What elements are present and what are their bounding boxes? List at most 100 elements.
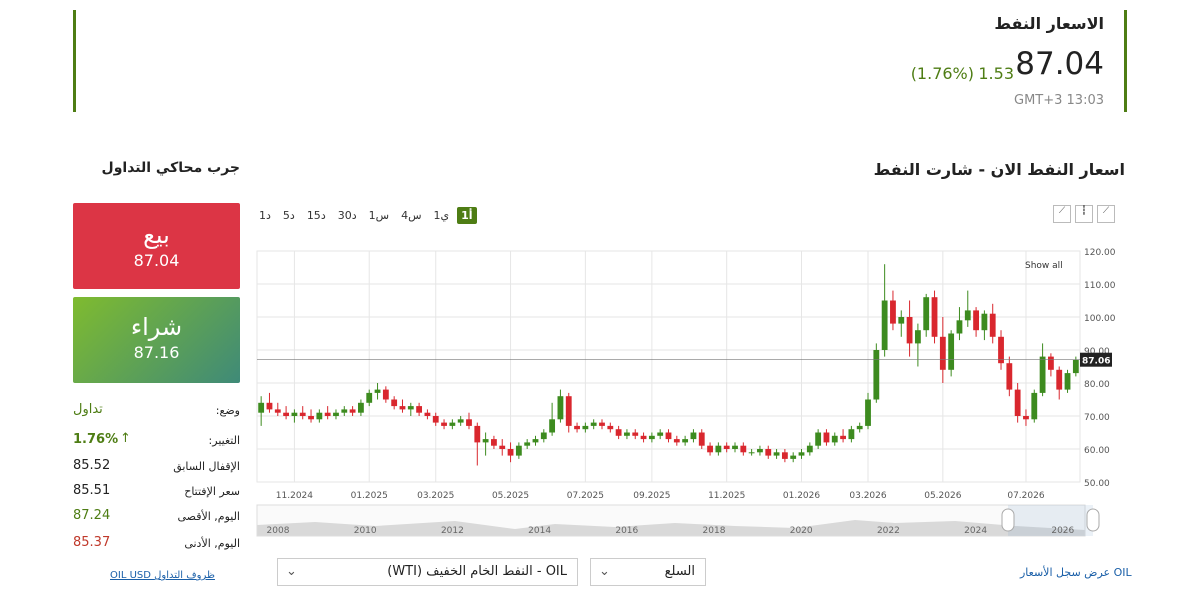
candle-body <box>732 445 738 449</box>
y-tick-label: 70.00 <box>1084 413 1110 423</box>
last-price-label: 87.06 <box>1082 357 1110 367</box>
candle-body <box>657 432 664 436</box>
candle-body <box>1023 416 1029 420</box>
trading-conditions-link[interactable]: OIL USD ظروف التداول <box>110 570 215 581</box>
candle-body <box>806 445 813 453</box>
navigator-handle[interactable] <box>1001 508 1015 532</box>
sell-label: بيع <box>143 221 170 249</box>
period-button[interactable]: 4س <box>401 209 422 222</box>
x-tick-label: 01.2026 <box>783 491 820 501</box>
navigator-year: 2014 <box>528 526 551 536</box>
candle-body <box>341 409 348 413</box>
candle-body <box>865 399 871 426</box>
stat-label: اليوم, الأقصى <box>177 510 240 523</box>
x-tick-label: 05.2026 <box>924 491 961 501</box>
candle-body <box>515 445 522 456</box>
stat-value: 85.52 <box>73 458 111 473</box>
candle-body <box>582 425 589 430</box>
period-button[interactable]: 5د <box>282 209 295 222</box>
candle-body <box>599 422 605 426</box>
candle-body <box>449 422 456 426</box>
price-history-link[interactable]: OIL عرض سجل الأسعار <box>1020 566 1132 579</box>
candle-body <box>673 439 680 443</box>
period-button[interactable]: 1ي <box>433 209 450 222</box>
sell-button[interactable]: بيع 87.04 <box>73 203 240 289</box>
y-tick-label: 60.00 <box>1084 446 1110 456</box>
navigator-year: 2008 <box>267 526 290 536</box>
chart-type-icons: ⟋ ┇ ⟋ <box>1053 205 1115 223</box>
y-tick-label: 80.00 <box>1084 380 1110 390</box>
candle-body <box>466 419 472 426</box>
candle-body <box>956 320 963 334</box>
navigator-year: 2024 <box>964 526 987 536</box>
candle-body <box>840 435 846 440</box>
period-button[interactable]: 1د <box>259 209 271 222</box>
x-tick-label: 07.2025 <box>567 491 604 501</box>
candle-body <box>981 313 988 331</box>
candle-body <box>798 452 805 456</box>
y-tick-label: 90.00 <box>1084 347 1110 357</box>
candle-body <box>781 452 788 459</box>
buy-label: شراء <box>130 313 183 341</box>
chevron: ⌄ <box>599 564 610 579</box>
instrument-select-text: OIL - النفط الخام الخفيف (WTI) <box>387 564 567 579</box>
candle-body <box>474 425 481 443</box>
candle-body <box>407 406 414 410</box>
candle-body <box>1064 373 1071 390</box>
icon-line[interactable]: ⟋ <box>1053 205 1071 223</box>
candle-body <box>723 445 730 449</box>
category-select[interactable]: السلع ⌄ <box>590 558 706 586</box>
candle-body <box>324 412 331 416</box>
candle-body <box>615 429 622 436</box>
candle-body <box>308 416 314 420</box>
stat-value: تداول <box>73 402 103 417</box>
candle-body <box>416 406 423 413</box>
period-button[interactable]: 1أ <box>457 207 477 224</box>
candle-body <box>624 432 630 436</box>
stat-label: الإقفال السابق <box>173 460 240 473</box>
candle-body <box>258 402 265 413</box>
y-tick-label: 110.00 <box>1084 281 1116 291</box>
candle-body <box>640 435 647 440</box>
x-tick-label: 05.2025 <box>492 491 529 501</box>
icon-area[interactable]: ⟋ <box>1097 205 1115 223</box>
icon-candle[interactable]: ┇ <box>1075 205 1093 223</box>
stat-value: 85.37 <box>73 535 111 550</box>
period-button[interactable]: 1س <box>368 209 390 222</box>
candle-body <box>590 422 597 426</box>
navigator-year: 2012 <box>441 526 464 536</box>
instrument-select[interactable]: OIL - النفط الخام الخفيف (WTI) ⌄ <box>277 558 578 586</box>
candle-body <box>391 399 398 407</box>
chevron: ⌄ <box>286 564 297 579</box>
buy-button[interactable]: شراء 87.16 <box>73 297 240 383</box>
period-button[interactable]: 15د <box>306 209 326 222</box>
stat-label: اليوم, الأدنى <box>184 537 240 550</box>
navigator-window[interactable] <box>1008 505 1093 536</box>
stat-label: وضع: <box>215 404 240 417</box>
candle-body <box>399 406 406 410</box>
candle-body <box>424 412 431 416</box>
candle-body <box>1039 356 1046 393</box>
candle-body <box>939 336 946 370</box>
candle-body <box>540 432 547 440</box>
candle-body <box>1031 392 1038 420</box>
stat-label: التغيير: <box>208 434 240 447</box>
candle-body <box>349 409 356 413</box>
candle-body <box>914 330 921 344</box>
y-tick-label: 50.00 <box>1084 479 1110 489</box>
chart: 50.00 60.00 70.00 80.00 90.00 100.00 110.00 120… <box>256 248 1116 537</box>
candle-body <box>881 300 888 350</box>
period-button[interactable]: 30د <box>337 209 357 222</box>
candle-body <box>989 313 996 337</box>
candle-body <box>266 402 273 410</box>
candle-body <box>815 432 822 446</box>
candle-body <box>873 350 880 400</box>
navigator-handle[interactable] <box>1086 508 1100 532</box>
y-tick-label: 100.00 <box>1084 314 1116 324</box>
candle-body <box>549 419 556 433</box>
sidebar-title: جرب محاكي التداول <box>101 160 240 176</box>
show-all-button[interactable]: Show all <box>1025 261 1063 271</box>
price: 87.04 <box>1015 46 1104 82</box>
candle-body <box>964 310 971 321</box>
